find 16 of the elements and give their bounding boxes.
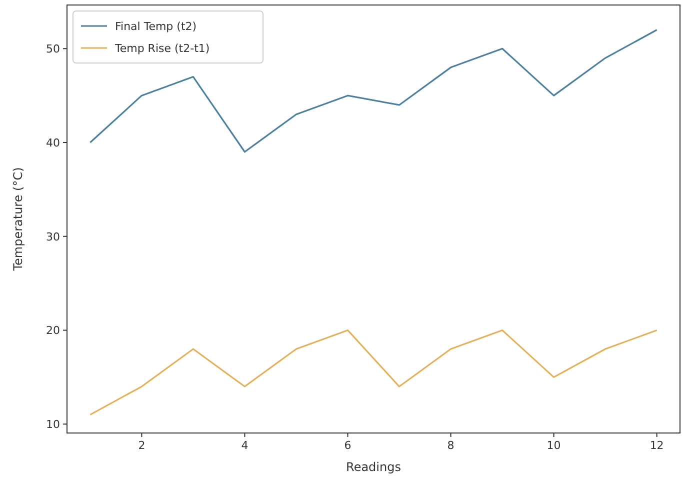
y-tick-label: 20 [46,324,60,338]
y-axis-title: Temperature (°C) [11,167,25,272]
y-tick-label: 50 [46,42,60,56]
x-axis-title: Readings [346,460,401,474]
line-series [89,329,658,416]
y-tick-label: 10 [46,418,60,432]
x-tick-label: 12 [650,439,664,452]
x-tick-label: 8 [447,439,454,452]
x-tick-label: 4 [241,439,248,452]
legend-label: Temp Rise (t2-t1) [114,42,210,55]
y-tick-label: 30 [46,230,60,244]
x-tick-label: 2 [138,439,146,452]
x-tick-label: 10 [546,439,561,452]
x-tick-label: 6 [344,439,352,452]
y-tick-label: 40 [46,136,60,150]
legend-label: Final Temp (t2) [115,20,197,33]
